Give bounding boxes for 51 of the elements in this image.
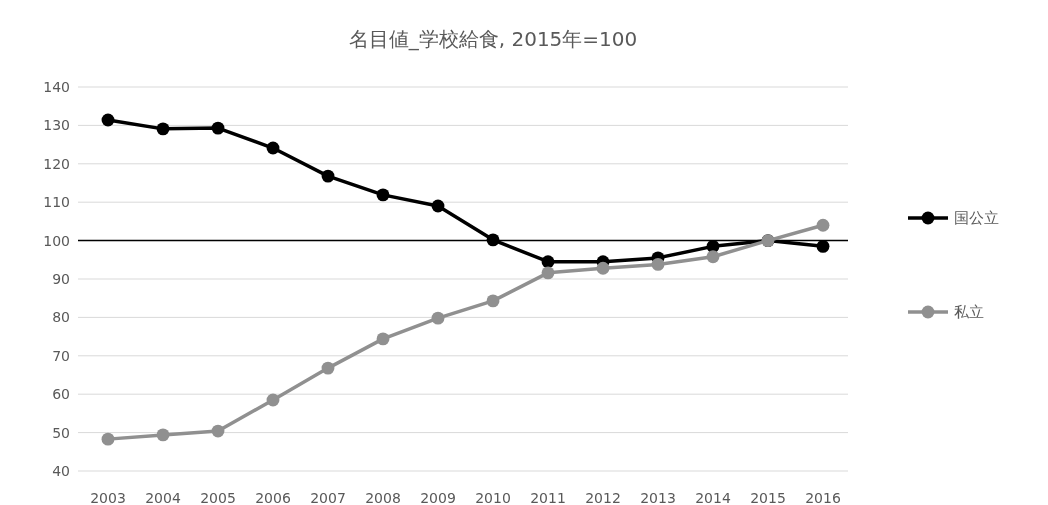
point [651,257,665,271]
point [211,121,225,135]
x-tick-label: 2015 [750,490,786,505]
x-tick-label: 2003 [90,490,126,505]
x-tick-label: 2006 [255,490,291,505]
chart-title: 名目値_学校給食, 2015年=100 [348,27,638,51]
point [266,393,280,407]
x-tick-label: 2009 [420,490,456,505]
point [431,311,445,325]
x-tick-label: 2007 [310,490,346,505]
y-tick-label: 110 [43,194,70,211]
y-tick-label: 70 [52,347,70,364]
point [431,199,445,213]
y-tick-label: 80 [52,309,70,326]
x-tick-label: 2008 [365,490,401,505]
x-tick-label: 2014 [695,490,731,505]
point [266,141,280,155]
point [486,233,500,247]
point [816,218,830,232]
point [321,169,335,183]
y-tick-label: 100 [43,232,70,249]
x-tick-label: 2010 [475,490,511,505]
point [101,432,115,446]
point [541,266,555,280]
point [486,294,500,308]
x-tick-label: 2011 [530,490,566,505]
y-tick-label: 90 [52,270,70,287]
point [101,113,115,127]
point [541,255,555,269]
point [376,188,390,202]
y-tick-label: 50 [52,424,70,441]
point [596,261,610,275]
x-tick-label: 2004 [145,490,181,505]
x-tick-label: 2016 [805,490,841,505]
point [376,332,390,346]
point [156,122,170,136]
y-tick-label: 60 [52,386,70,403]
y-tick-label: 140 [43,78,70,95]
point [156,428,170,442]
legend-label: 国公立 [954,209,999,228]
x-tick-label: 2013 [640,490,676,505]
point [321,361,335,375]
x-tick-label: 2012 [585,490,621,505]
point [211,424,225,438]
y-tick-label: 130 [43,117,70,134]
legend-label: 私立 [954,303,984,322]
point [816,239,830,253]
y-tick-label: 40 [52,462,70,479]
x-tick-label: 2005 [200,490,236,505]
point [706,250,720,264]
y-tick-label: 120 [43,155,70,172]
